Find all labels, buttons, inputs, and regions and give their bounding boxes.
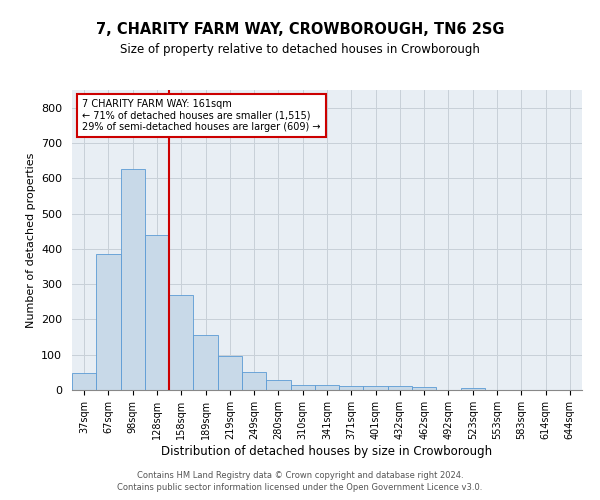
Bar [242,372,266,390]
Bar [461,388,485,390]
Text: Contains public sector information licensed under the Open Government Licence v3: Contains public sector information licen… [118,484,482,492]
Bar [290,384,315,390]
Bar [315,384,339,390]
Bar [96,254,121,390]
Bar [218,356,242,390]
Bar [193,336,218,390]
Bar [412,387,436,390]
Text: Size of property relative to detached houses in Crowborough: Size of property relative to detached ho… [120,42,480,56]
Text: 7, CHARITY FARM WAY, CROWBOROUGH, TN6 2SG: 7, CHARITY FARM WAY, CROWBOROUGH, TN6 2S… [96,22,504,38]
Bar [72,374,96,390]
Y-axis label: Number of detached properties: Number of detached properties [26,152,35,328]
Bar [388,386,412,390]
Text: 7 CHARITY FARM WAY: 161sqm
← 71% of detached houses are smaller (1,515)
29% of s: 7 CHARITY FARM WAY: 161sqm ← 71% of deta… [82,99,320,132]
Bar [145,234,169,390]
Bar [169,294,193,390]
Bar [266,380,290,390]
Bar [121,170,145,390]
X-axis label: Distribution of detached houses by size in Crowborough: Distribution of detached houses by size … [161,444,493,458]
Bar [364,386,388,390]
Text: Contains HM Land Registry data © Crown copyright and database right 2024.: Contains HM Land Registry data © Crown c… [137,471,463,480]
Bar [339,386,364,390]
